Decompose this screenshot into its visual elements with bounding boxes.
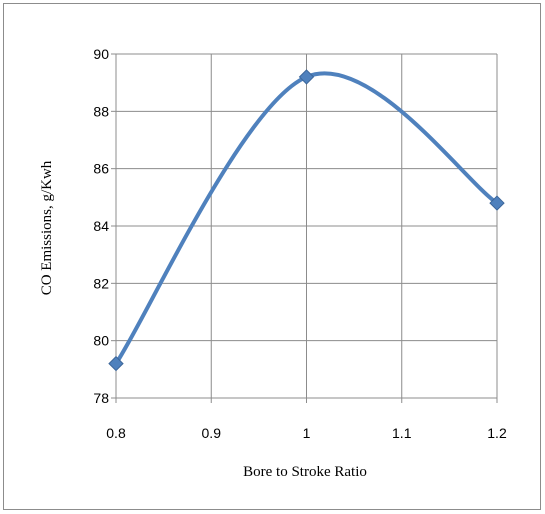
y-tick-label: 90 [93, 46, 109, 62]
x-tick-label: 1 [303, 425, 311, 441]
y-tick-label: 88 [93, 103, 109, 119]
chart-border [3, 3, 541, 510]
y-tick-label: 82 [93, 275, 109, 291]
x-tick-label: 1.1 [392, 425, 412, 441]
y-tick-label: 78 [93, 390, 109, 406]
data-point-marker [298, 69, 315, 85]
x-tick-label: 1.2 [487, 425, 507, 441]
x-tick-label: 0.9 [202, 425, 222, 441]
axes: 78 80 82 84 86 88 90 0.8 0.9 1 1.1 1.2 [93, 46, 507, 441]
y-tick-label: 80 [93, 333, 109, 349]
data-point-marker [108, 355, 124, 372]
data-point-marker [489, 195, 505, 211]
y-tick-label: 84 [93, 218, 109, 234]
axis-labels: Bore to Stroke Ratio CO Emissions, g/Kwh [39, 160, 367, 480]
y-tick-label: 86 [93, 161, 109, 177]
x-axis-title: Bore to Stroke Ratio [243, 464, 367, 480]
series-layer [108, 69, 505, 372]
x-tick-label: 0.8 [106, 425, 126, 441]
y-axis-title: CO Emissions, g/Kwh [39, 160, 55, 295]
